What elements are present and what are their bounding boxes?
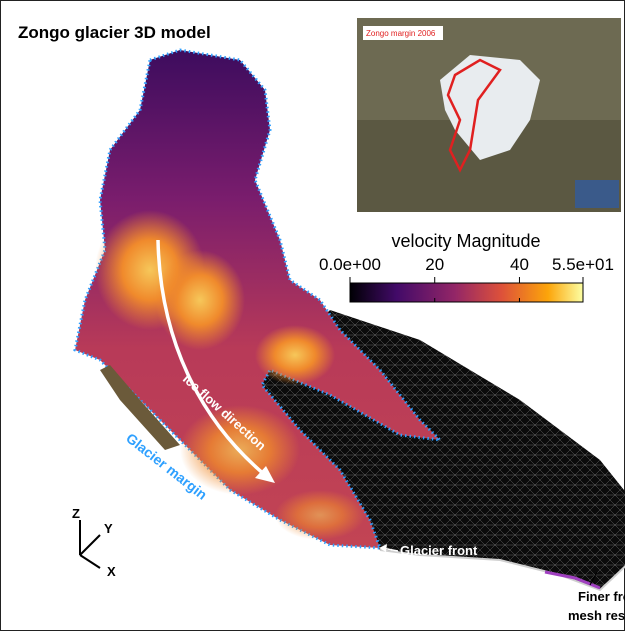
figure: Ice flow direction Glacier margin Glacie… [0,0,625,631]
velocity-patch [275,490,365,540]
colorbar-tick-label: 5.5e+01 [552,255,614,274]
axis-label: Z [72,506,80,521]
inset-globe [575,180,619,208]
title: Zongo glacier 3D model [18,23,211,42]
inset-label: Zongo margin 2006 [366,29,436,38]
axis-label: X [107,564,116,579]
colorbar-tick-label: 20 [425,255,444,274]
colorbar-tick-label: 40 [510,255,529,274]
mesh-label: mesh resolution [568,608,625,623]
inset: Zongo margin 2006 [357,18,621,212]
velocity-patch [255,325,335,385]
colorbar-tick-label: 0.0e+00 [319,255,381,274]
colorbar-title: velocity Magnitude [391,231,540,251]
colorbar [350,283,583,302]
front-label: Glacier front [400,543,478,558]
mesh-label: Finer front [578,589,625,604]
axis-label: Y [104,521,113,536]
velocity-patch [155,250,245,350]
